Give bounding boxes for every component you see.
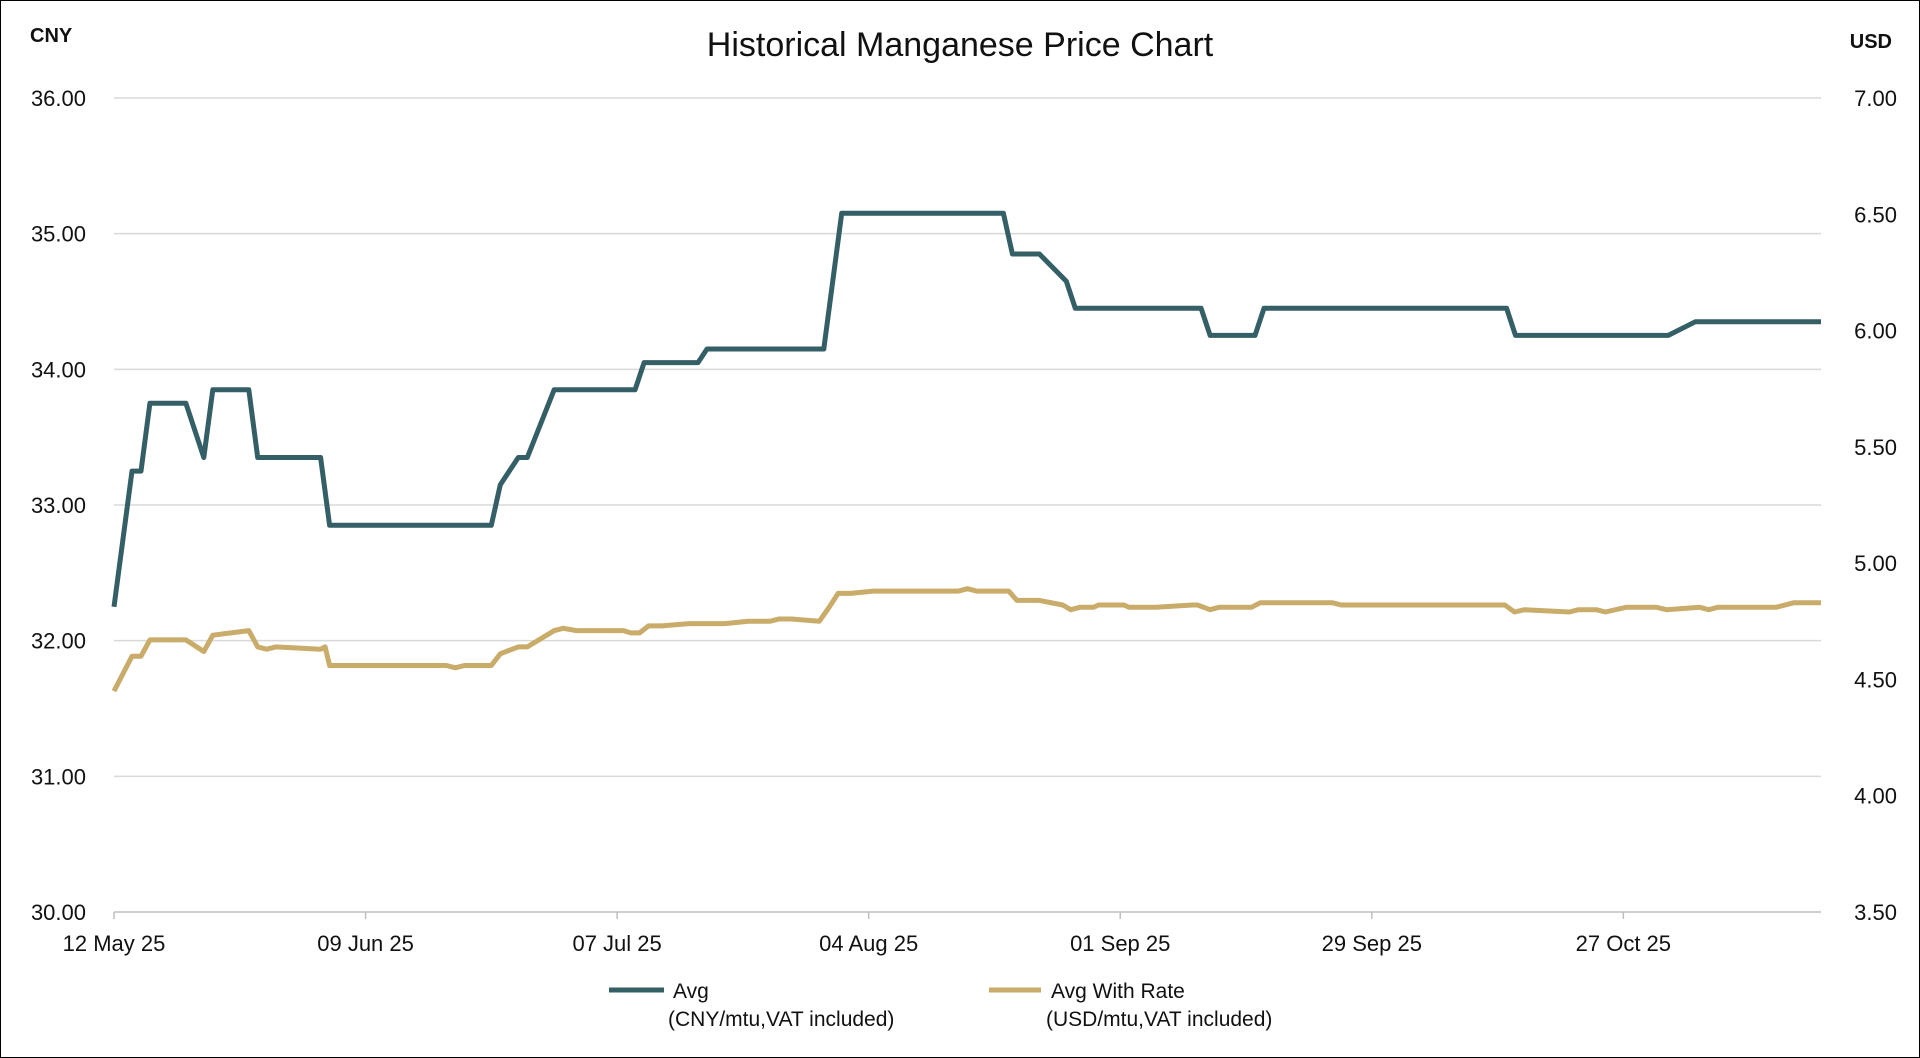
legend-label-avg: Avg <box>673 980 709 1003</box>
left-tick-label: 35.00 <box>31 222 86 247</box>
x-tick-label: 12 May 25 <box>63 931 166 956</box>
right-tick-label: 3.50 <box>1854 900 1897 925</box>
left-tick-label: 33.00 <box>31 493 86 518</box>
left-tick-label: 36.00 <box>31 86 86 111</box>
left-tick-label: 34.00 <box>31 357 86 382</box>
right-tick-label: 7.00 <box>1854 86 1897 111</box>
legend-item-avg[interactable]: Avg (CNY/mtu,VAT included) <box>609 980 894 1031</box>
series-line-avg <box>111 210 1821 608</box>
right-axis-unit: USD <box>1850 31 1892 53</box>
legend: Avg (CNY/mtu,VAT included) Avg With Rate… <box>609 980 1272 1031</box>
series-line-avg-with-rate <box>111 586 1821 693</box>
x-tick-label: 07 Jul 25 <box>572 931 661 956</box>
gridlines <box>114 97 1821 778</box>
left-tick-label: 30.00 <box>31 900 86 925</box>
right-tick-label: 4.50 <box>1854 667 1897 692</box>
legend-unit-avg-with-rate: (USD/mtu,VAT included) <box>1046 1008 1272 1031</box>
right-tick-label: 5.00 <box>1854 551 1897 576</box>
chart-title: Historical Manganese Price Chart <box>707 26 1214 64</box>
right-tick-label: 6.50 <box>1854 202 1897 227</box>
left-tick-label: 32.00 <box>31 629 86 654</box>
legend-label-avg-with-rate: Avg With Rate <box>1051 980 1185 1003</box>
x-tick-label: 09 Jun 25 <box>317 931 414 956</box>
right-tick-label: 4.00 <box>1854 784 1897 809</box>
left-axis-unit: CNY <box>30 25 73 47</box>
x-tick-label: 29 Sep 25 <box>1322 931 1422 956</box>
x-tick-label: 27 Oct 25 <box>1576 931 1671 956</box>
x-tick-label: 04 Aug 25 <box>819 931 918 956</box>
legend-item-avg-with-rate[interactable]: Avg With Rate (USD/mtu,VAT included) <box>989 980 1272 1031</box>
right-tick-label: 6.00 <box>1854 319 1897 344</box>
right-tick-label: 5.50 <box>1854 435 1897 460</box>
axes: 30.00 31.00 32.00 33.00 34.00 35.00 36.00 3.50 4… <box>31 86 1897 956</box>
left-tick-label: 31.00 <box>31 764 86 789</box>
legend-unit-avg: (CNY/mtu,VAT included) <box>668 1008 894 1031</box>
series-lines <box>111 210 1821 693</box>
x-tick-label: 01 Sep 25 <box>1070 931 1170 956</box>
